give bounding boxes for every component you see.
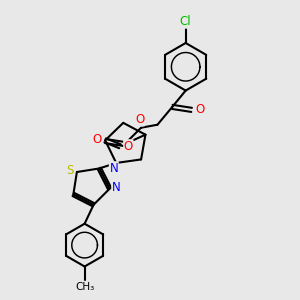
Text: N: N bbox=[112, 181, 121, 194]
Text: O: O bbox=[124, 140, 133, 153]
Text: N: N bbox=[110, 162, 118, 175]
Text: O: O bbox=[135, 113, 144, 126]
Text: CH₃: CH₃ bbox=[75, 282, 94, 292]
Text: O: O bbox=[92, 133, 102, 146]
Text: O: O bbox=[195, 103, 205, 116]
Text: S: S bbox=[67, 164, 74, 177]
Text: Cl: Cl bbox=[180, 15, 191, 28]
